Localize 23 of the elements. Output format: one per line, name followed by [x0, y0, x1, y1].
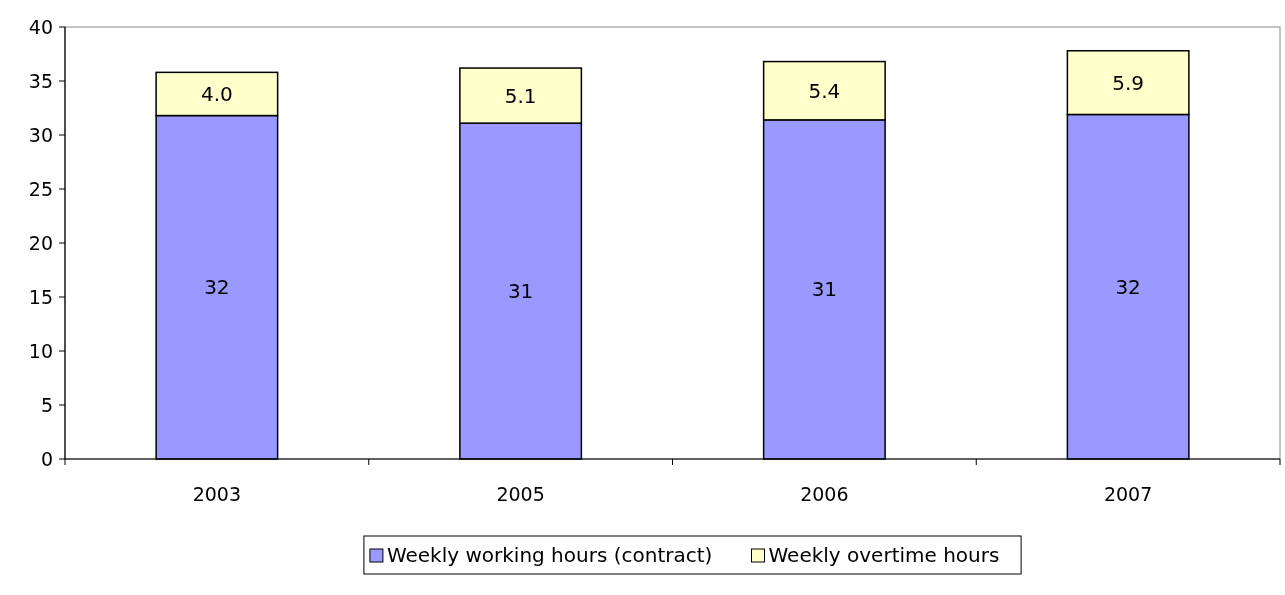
y-tick-label: 10 — [28, 339, 53, 362]
y-tick-label: 5 — [40, 393, 53, 416]
y-tick-label: 35 — [28, 69, 53, 92]
x-tick-label: 2006 — [800, 483, 849, 505]
data-label: 5.4 — [808, 78, 841, 103]
data-label: 31 — [811, 277, 838, 302]
y-tick-label: 0 — [40, 447, 53, 470]
y-tick-label: 25 — [28, 177, 53, 200]
y-tick-label: 15 — [28, 285, 53, 308]
x-tick-label: 2007 — [1103, 483, 1153, 505]
y-tick-label: 40 — [28, 15, 53, 38]
data-label: 32 — [1115, 274, 1141, 299]
y-tick-label: 30 — [28, 123, 53, 146]
x-tick-label: 2003 — [192, 483, 242, 505]
data-label: 4.0 — [200, 81, 233, 106]
data-label: 31 — [507, 279, 534, 304]
y-tick-label: 20 — [28, 231, 53, 254]
data-label: 5.9 — [1112, 70, 1145, 95]
data-label: 5.1 — [504, 83, 537, 108]
legend-label: Weekly working hours (contract) — [386, 543, 713, 567]
data-label: 32 — [204, 275, 230, 300]
x-tick-label: 2005 — [496, 483, 545, 505]
legend-label: Weekly overtime hours — [768, 543, 1000, 567]
